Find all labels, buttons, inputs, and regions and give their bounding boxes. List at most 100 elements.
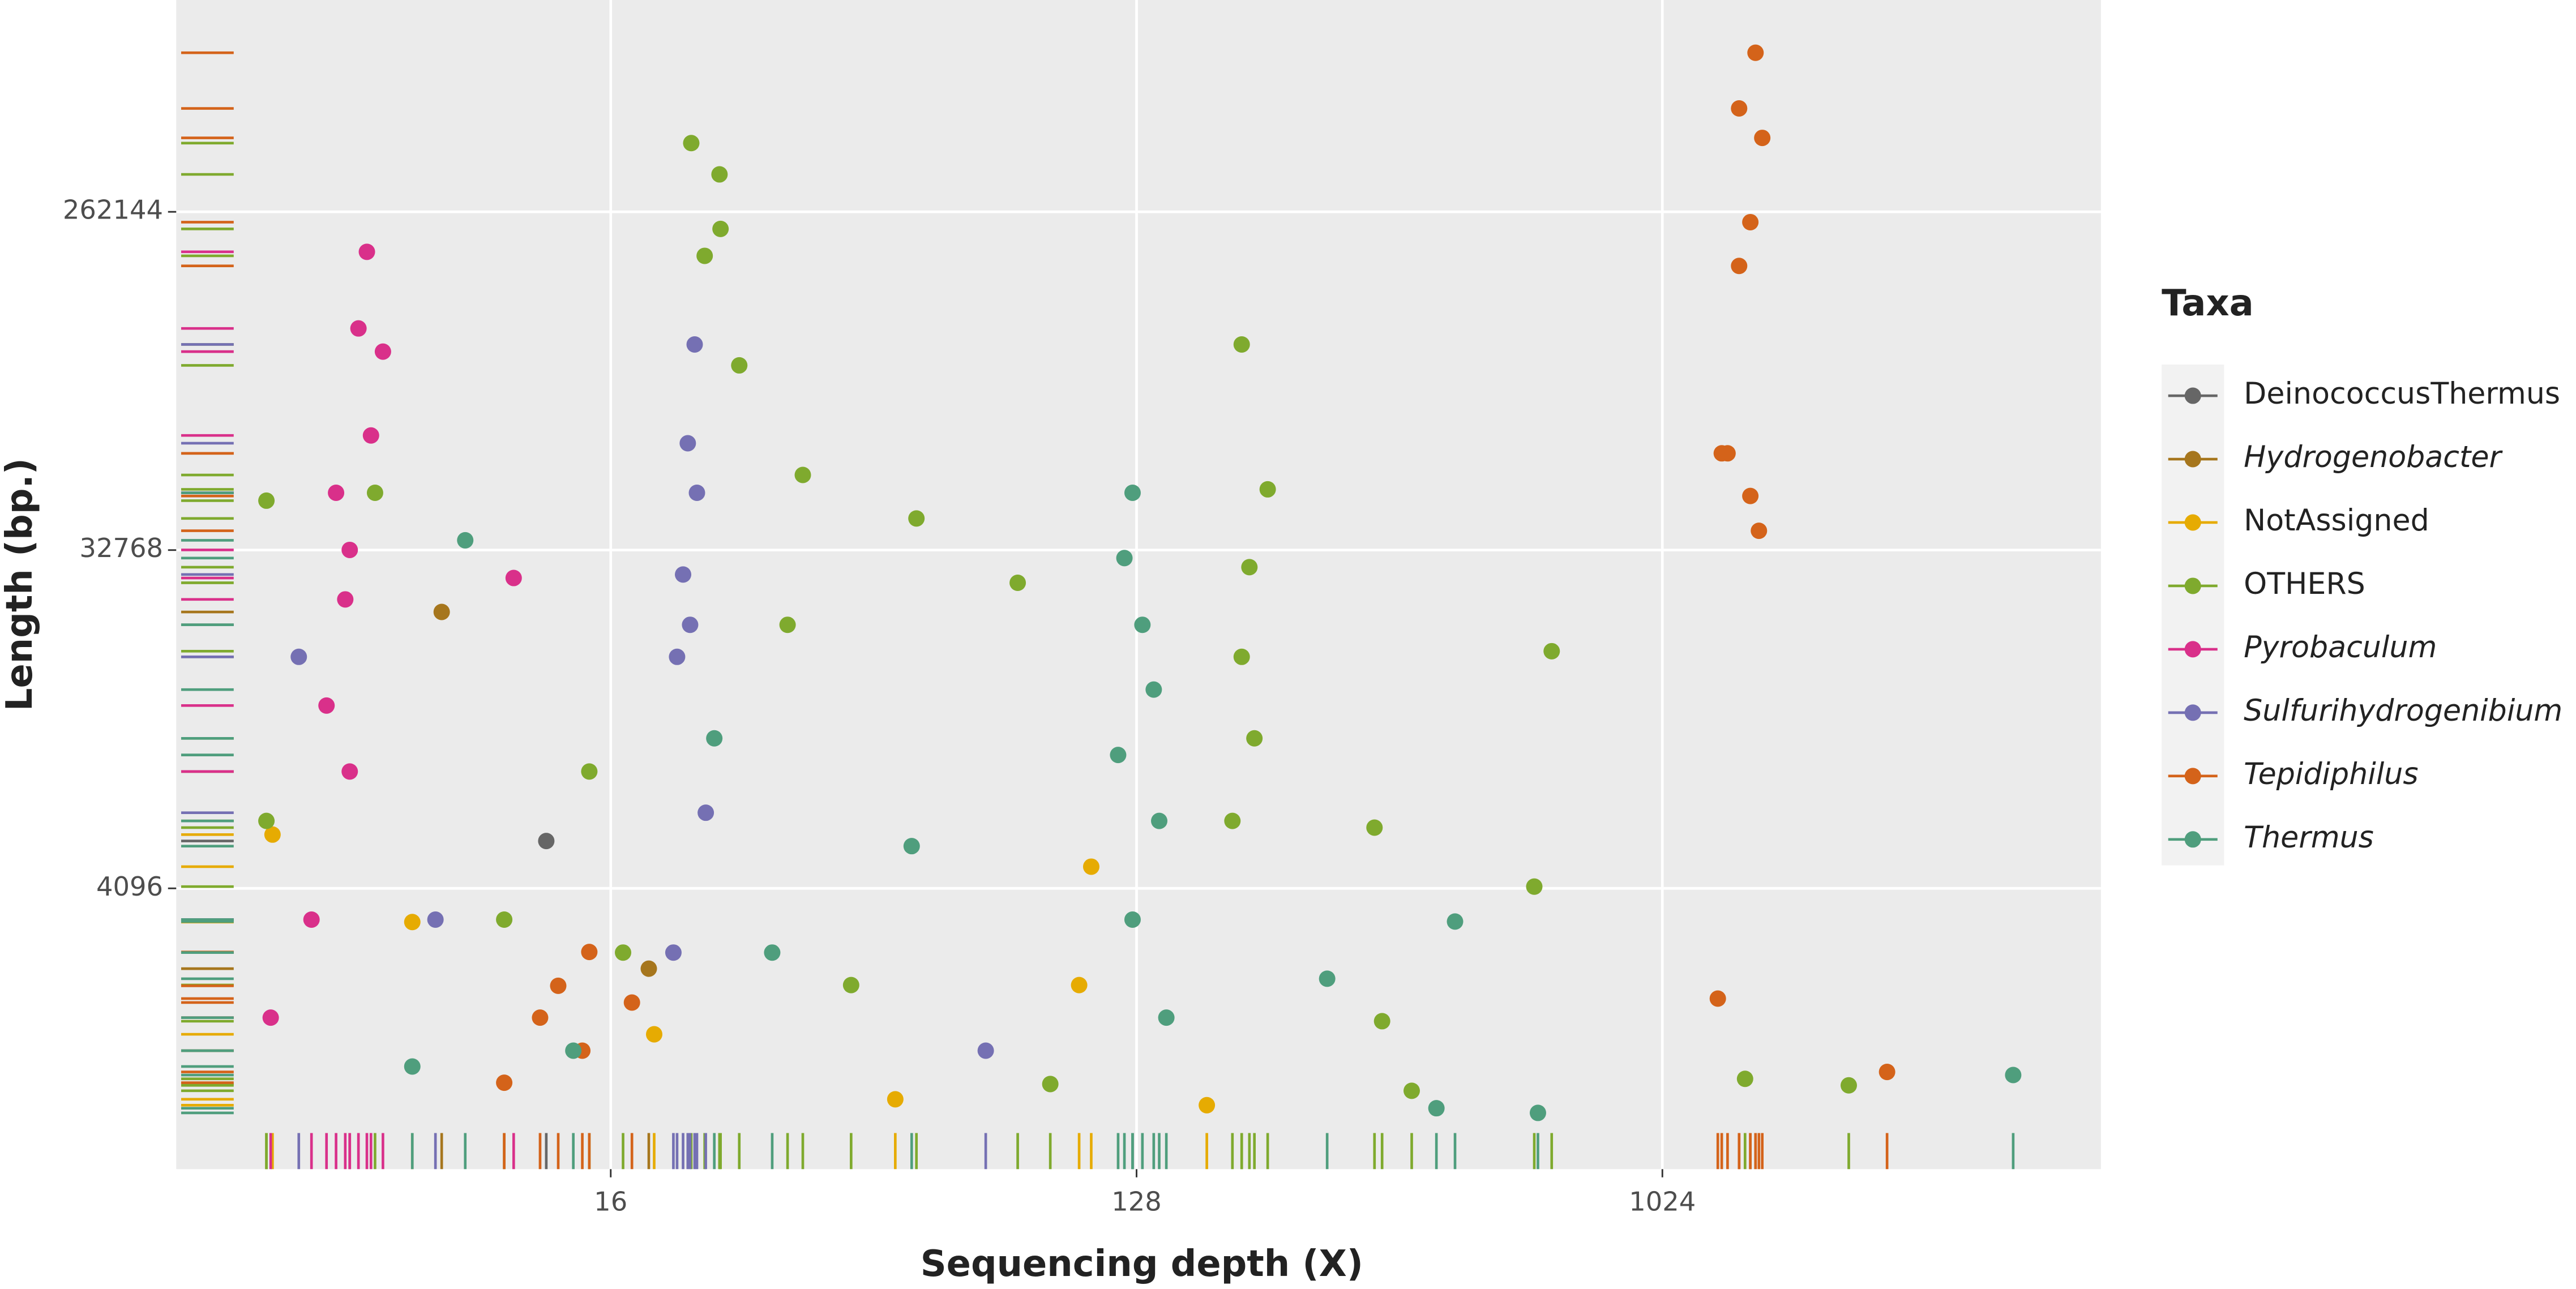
point bbox=[615, 944, 632, 961]
point bbox=[496, 911, 513, 928]
y-tick-label: 262144 bbox=[63, 195, 163, 225]
legend-key-bg bbox=[2162, 364, 2224, 866]
point bbox=[2005, 1067, 2022, 1084]
point bbox=[350, 320, 367, 337]
point bbox=[1366, 819, 1383, 836]
legend-key-dot bbox=[2184, 641, 2201, 658]
point bbox=[683, 135, 700, 152]
point bbox=[640, 960, 657, 977]
point bbox=[1082, 858, 1099, 875]
point bbox=[1145, 681, 1162, 698]
legend-label: Sulfurihydrogenibium bbox=[2244, 694, 2562, 728]
point bbox=[794, 466, 811, 483]
point bbox=[505, 569, 522, 586]
legend-label: OTHERS bbox=[2244, 567, 2365, 601]
point bbox=[362, 427, 379, 444]
point bbox=[1709, 990, 1726, 1007]
point bbox=[1241, 559, 1258, 576]
point bbox=[358, 243, 375, 260]
legend: DeinococcusThermus Hydrogenobacter NotAssi… bbox=[2168, 377, 2562, 855]
legend-label: Hydrogenobacter bbox=[2244, 440, 2503, 474]
point bbox=[1754, 130, 1771, 147]
point bbox=[290, 648, 307, 665]
point bbox=[404, 914, 421, 931]
point bbox=[1233, 648, 1250, 665]
point bbox=[665, 944, 682, 961]
point bbox=[1543, 643, 1560, 660]
legend-label: NotAssigned bbox=[2244, 504, 2429, 538]
points bbox=[258, 44, 2022, 1121]
legend-label: Pyrobaculum bbox=[2244, 631, 2437, 665]
point bbox=[1736, 1070, 1753, 1087]
point bbox=[908, 510, 925, 527]
point bbox=[1259, 481, 1276, 498]
x-tick-label: 16 bbox=[594, 1187, 627, 1217]
point bbox=[374, 343, 391, 360]
point bbox=[1719, 445, 1736, 462]
point bbox=[581, 944, 598, 961]
legend-key-dot bbox=[2184, 514, 2201, 531]
point bbox=[565, 1042, 582, 1059]
point bbox=[645, 1026, 662, 1043]
legend-key-dot bbox=[2184, 387, 2201, 404]
y-tick-label: 32768 bbox=[79, 533, 163, 563]
point bbox=[366, 485, 383, 502]
point bbox=[1731, 258, 1748, 275]
y-tick-label: 4096 bbox=[96, 871, 163, 902]
point bbox=[1742, 213, 1759, 230]
x-axis-title: Sequencing depth (X) bbox=[921, 1243, 1363, 1285]
point bbox=[1878, 1064, 1895, 1081]
x-tick-label: 128 bbox=[1111, 1187, 1162, 1217]
point bbox=[341, 763, 358, 780]
point bbox=[538, 833, 555, 850]
point bbox=[1751, 523, 1768, 539]
point bbox=[1071, 977, 1088, 993]
point bbox=[341, 541, 358, 558]
legend-key-dot bbox=[2184, 768, 2201, 785]
point bbox=[764, 944, 781, 961]
point bbox=[264, 826, 281, 843]
point bbox=[1134, 616, 1151, 633]
point bbox=[887, 1091, 904, 1108]
point bbox=[669, 648, 686, 665]
point bbox=[675, 566, 692, 583]
point bbox=[711, 166, 728, 183]
legend-key-dot bbox=[2184, 577, 2201, 594]
point bbox=[1009, 574, 1026, 591]
point bbox=[1124, 485, 1141, 502]
point bbox=[1742, 487, 1759, 504]
point bbox=[696, 247, 713, 264]
point bbox=[457, 532, 474, 549]
point bbox=[1233, 336, 1250, 353]
point bbox=[1747, 44, 1764, 61]
point bbox=[258, 492, 275, 509]
point bbox=[337, 591, 354, 608]
point bbox=[258, 812, 275, 829]
point bbox=[404, 1058, 421, 1075]
point bbox=[433, 603, 450, 620]
point bbox=[262, 1009, 279, 1026]
panel bbox=[176, 0, 2101, 1170]
point bbox=[1124, 911, 1141, 928]
point bbox=[427, 911, 444, 928]
point bbox=[731, 357, 748, 374]
point bbox=[1151, 812, 1168, 829]
point bbox=[1116, 550, 1133, 567]
legend-key-dot bbox=[2184, 451, 2201, 468]
point bbox=[1110, 747, 1127, 764]
grid bbox=[176, 0, 2101, 1170]
point bbox=[712, 220, 729, 237]
point bbox=[550, 977, 567, 994]
point bbox=[682, 616, 699, 633]
point bbox=[303, 911, 320, 928]
legend-label: Tepidiphilus bbox=[2244, 757, 2418, 791]
point bbox=[1319, 970, 1336, 987]
point bbox=[1246, 730, 1263, 747]
point bbox=[686, 336, 703, 353]
point bbox=[1403, 1082, 1420, 1099]
point bbox=[1042, 1076, 1059, 1093]
point bbox=[532, 1009, 549, 1026]
point bbox=[1731, 100, 1748, 117]
